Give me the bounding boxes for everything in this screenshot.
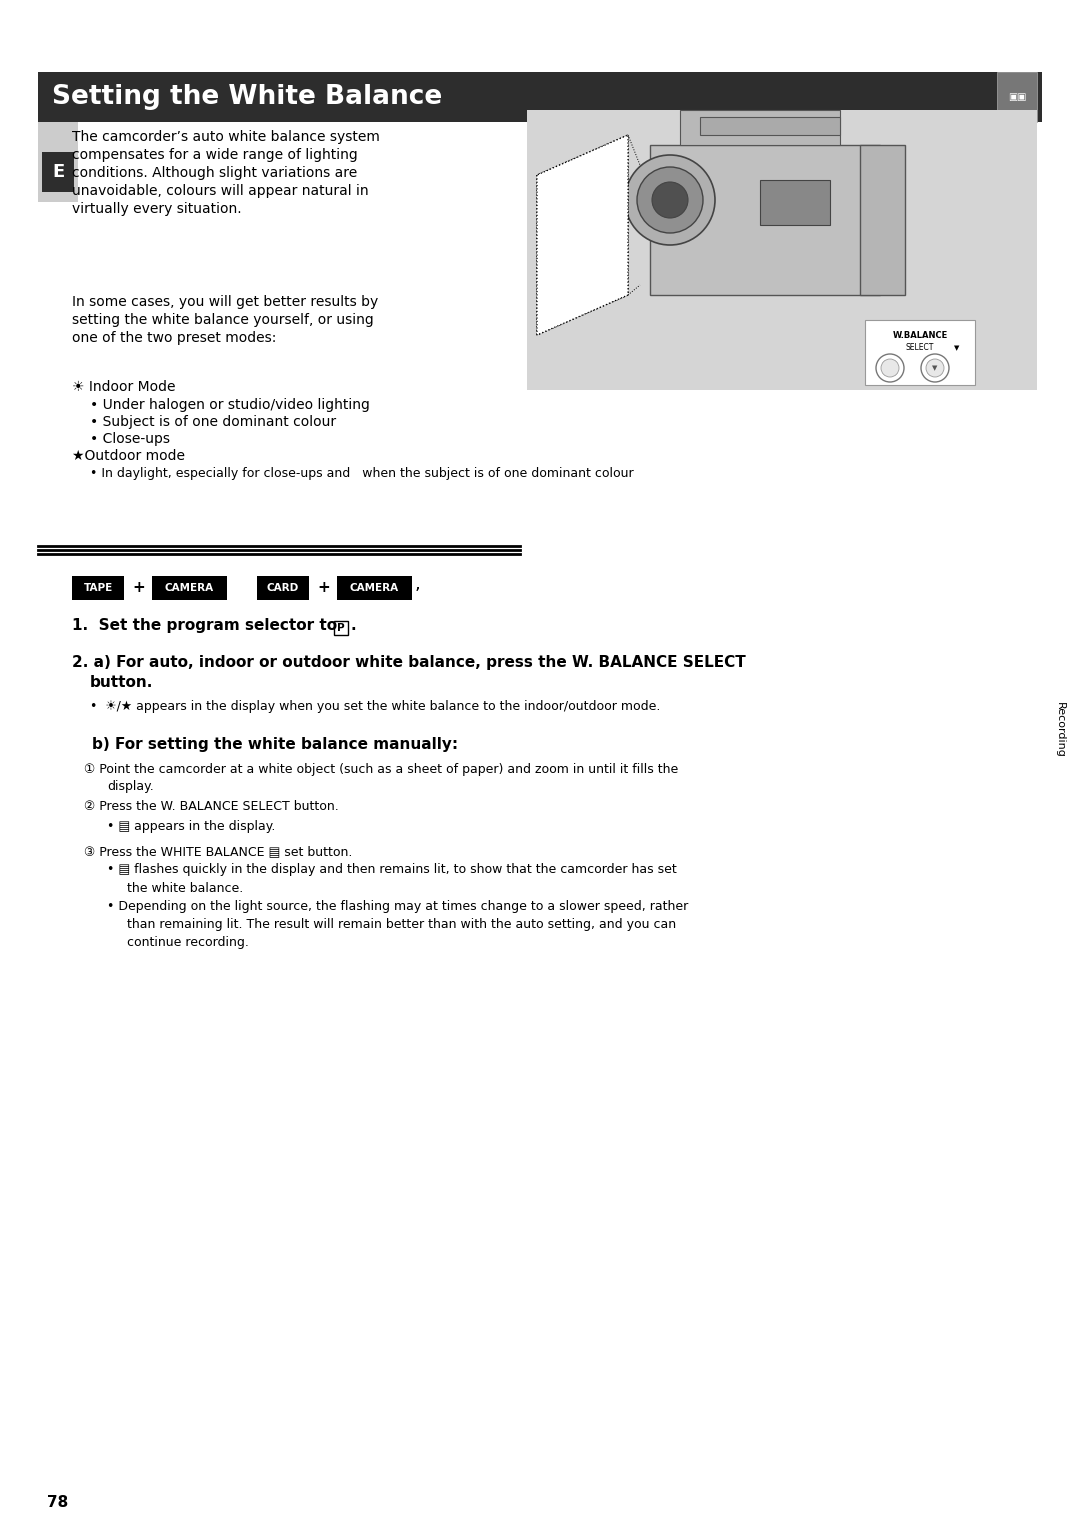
Text: button.: button. xyxy=(90,674,153,690)
Text: • In daylight, especially for close-ups and   when the subject is of one dominan: • In daylight, especially for close-ups … xyxy=(90,467,634,481)
Circle shape xyxy=(881,359,899,377)
Text: virtually every situation.: virtually every situation. xyxy=(72,201,242,217)
Text: •  ☀/★ appears in the display when you set the white balance to the indoor/outdo: • ☀/★ appears in the display when you se… xyxy=(90,700,660,713)
Text: • Under halogen or studio/video lighting: • Under halogen or studio/video lighting xyxy=(90,398,369,412)
Text: ▣▣: ▣▣ xyxy=(1008,92,1026,102)
Text: +: + xyxy=(318,580,330,595)
Text: ① Point the camcorder at a white object (such as a sheet of paper) and zoom in u: ① Point the camcorder at a white object … xyxy=(84,763,678,777)
Circle shape xyxy=(625,156,715,246)
Text: conditions. Although slight variations are: conditions. Although slight variations a… xyxy=(72,166,357,180)
Text: In some cases, you will get better results by: In some cases, you will get better resul… xyxy=(72,295,378,308)
Text: • Depending on the light source, the flashing may at times change to a slower sp: • Depending on the light source, the fla… xyxy=(107,900,688,913)
Text: CAMERA: CAMERA xyxy=(350,583,400,594)
Bar xyxy=(997,72,1037,122)
Text: Recording: Recording xyxy=(1055,702,1065,758)
Bar xyxy=(527,110,1037,391)
Text: E: E xyxy=(52,163,64,182)
Text: 2. a) For auto, indoor or outdoor white balance, press the W. BALANCE SELECT: 2. a) For auto, indoor or outdoor white … xyxy=(72,655,746,670)
Text: 78: 78 xyxy=(48,1495,69,1511)
Bar xyxy=(760,180,831,224)
Text: • ▤ flashes quickly in the display and then remains lit, to show that the camcor: • ▤ flashes quickly in the display and t… xyxy=(107,864,677,876)
Text: display.: display. xyxy=(107,780,153,794)
Text: • ▤ appears in the display.: • ▤ appears in the display. xyxy=(107,819,275,833)
Text: than remaining lit. The result will remain better than with the auto setting, an: than remaining lit. The result will rema… xyxy=(127,919,676,931)
Text: CARD: CARD xyxy=(267,583,299,594)
Bar xyxy=(257,575,309,600)
Bar xyxy=(865,320,975,385)
Bar xyxy=(860,145,905,295)
Text: continue recording.: continue recording. xyxy=(127,935,248,949)
Bar xyxy=(38,72,1042,122)
Text: ☀ Indoor Mode: ☀ Indoor Mode xyxy=(72,380,175,394)
Bar xyxy=(680,110,840,145)
Text: ▼: ▼ xyxy=(932,365,937,371)
Text: TAPE: TAPE xyxy=(83,583,112,594)
Text: ,: , xyxy=(414,575,420,594)
Text: one of the two preset modes:: one of the two preset modes: xyxy=(72,331,276,345)
Text: • Subject is of one dominant colour: • Subject is of one dominant colour xyxy=(90,415,336,429)
Text: The camcorder’s auto white balance system: The camcorder’s auto white balance syste… xyxy=(72,130,380,143)
Circle shape xyxy=(652,182,688,218)
Text: ③ Press the WHITE BALANCE ▤ set button.: ③ Press the WHITE BALANCE ▤ set button. xyxy=(84,845,352,858)
Bar xyxy=(38,122,78,201)
Bar xyxy=(334,621,348,635)
Text: ▼: ▼ xyxy=(955,345,960,351)
Text: Setting the White Balance: Setting the White Balance xyxy=(52,84,442,110)
Circle shape xyxy=(876,354,904,382)
Text: the white balance.: the white balance. xyxy=(127,882,243,896)
Circle shape xyxy=(921,354,949,382)
Bar xyxy=(72,575,124,600)
Text: SELECT: SELECT xyxy=(906,343,934,353)
Text: • Close-ups: • Close-ups xyxy=(90,432,170,446)
Text: setting the white balance yourself, or using: setting the white balance yourself, or u… xyxy=(72,313,374,327)
Text: ② Press the W. BALANCE SELECT button.: ② Press the W. BALANCE SELECT button. xyxy=(84,800,339,813)
Circle shape xyxy=(637,166,703,233)
Text: compensates for a wide range of lighting: compensates for a wide range of lighting xyxy=(72,148,357,162)
Text: unavoidable, colours will appear natural in: unavoidable, colours will appear natural… xyxy=(72,185,368,198)
Text: .: . xyxy=(350,618,355,633)
Text: 1.  Set the program selector to: 1. Set the program selector to xyxy=(72,618,342,633)
Bar xyxy=(152,575,227,600)
Text: W.BALANCE: W.BALANCE xyxy=(892,331,947,339)
Bar xyxy=(337,575,411,600)
Text: ★Outdoor mode: ★Outdoor mode xyxy=(72,449,185,462)
Bar xyxy=(650,145,880,295)
Bar xyxy=(700,118,840,134)
Bar xyxy=(42,153,75,192)
Polygon shape xyxy=(537,134,627,336)
Text: P: P xyxy=(337,623,345,633)
Text: +: + xyxy=(133,580,146,595)
Text: b) For setting the white balance manually:: b) For setting the white balance manuall… xyxy=(92,737,458,752)
Text: CAMERA: CAMERA xyxy=(165,583,214,594)
Circle shape xyxy=(926,359,944,377)
